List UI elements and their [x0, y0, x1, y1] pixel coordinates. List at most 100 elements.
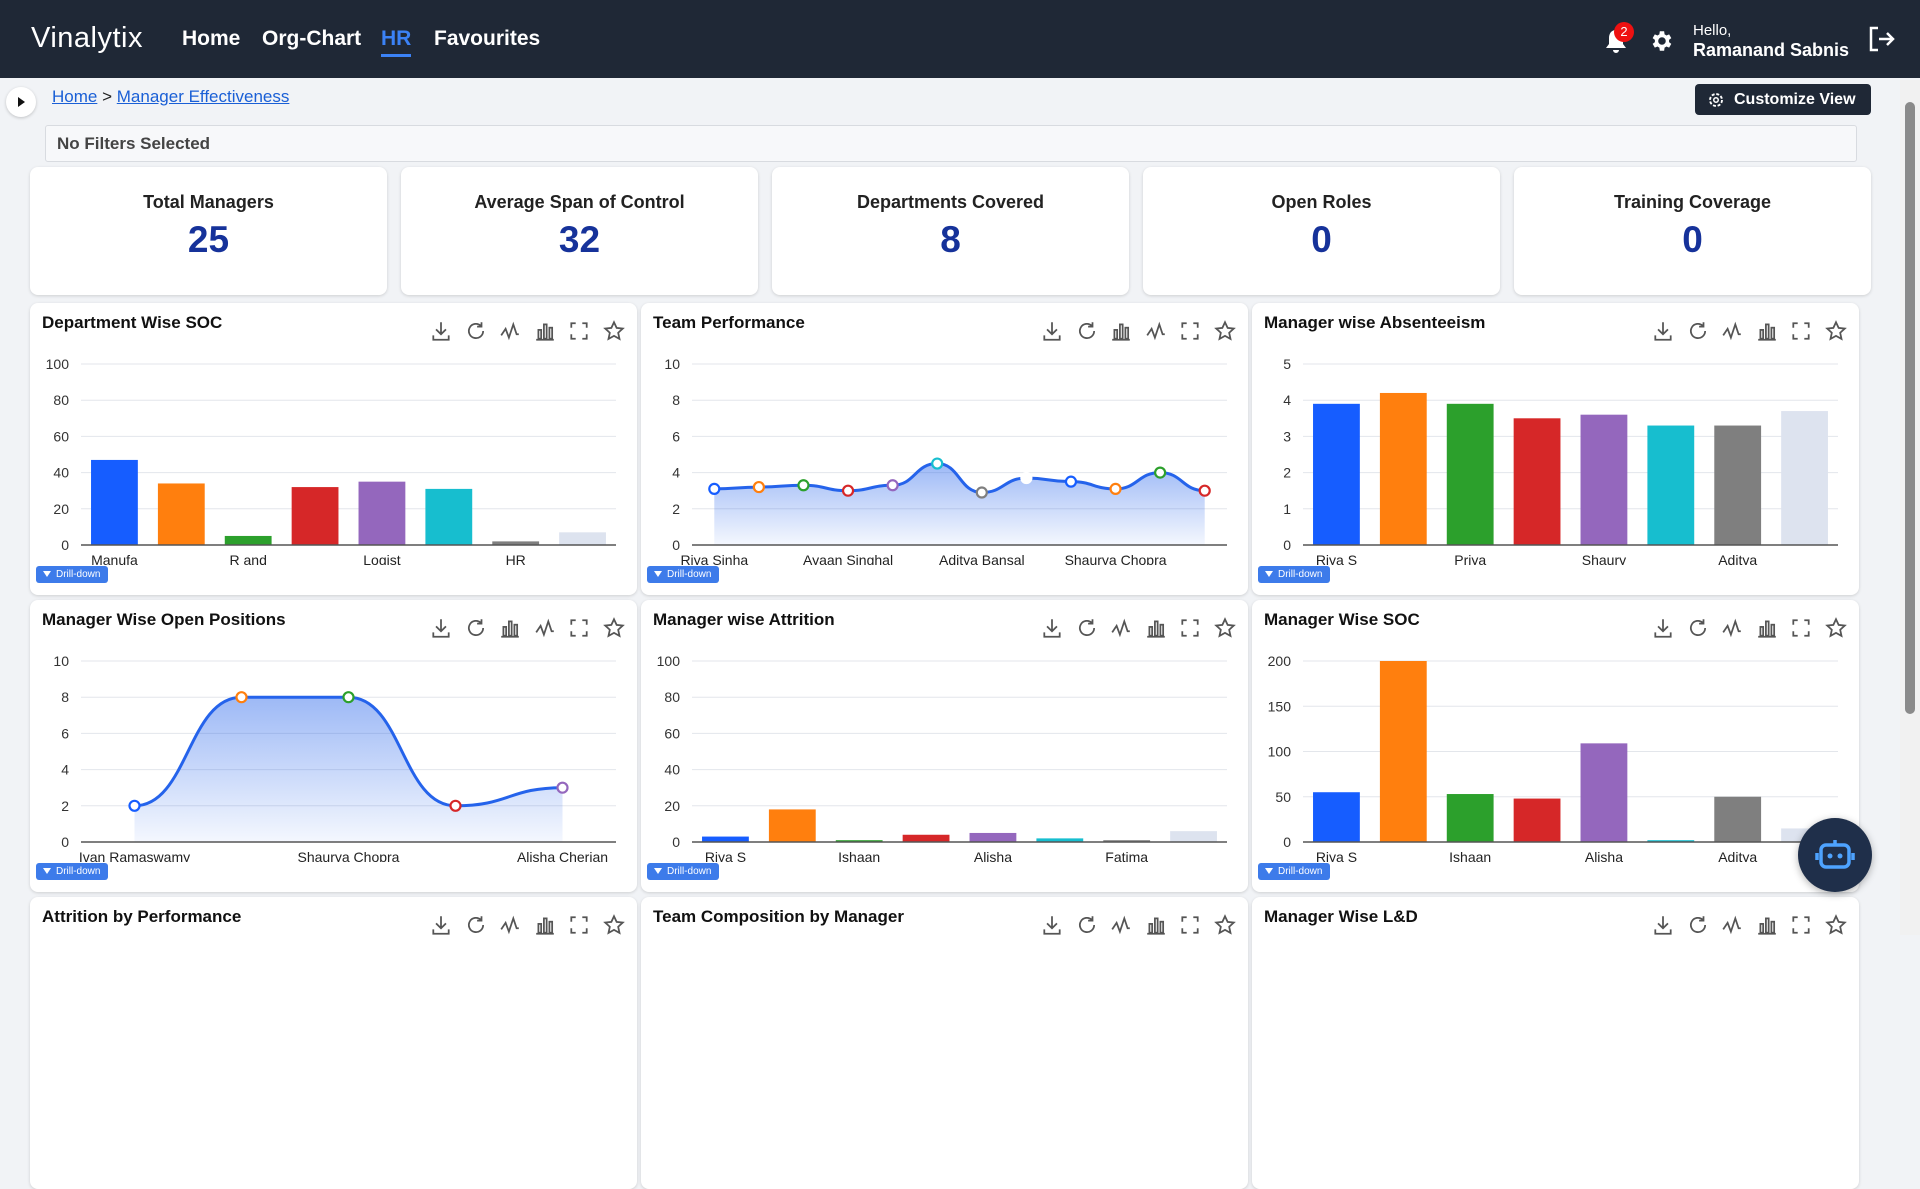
toolbar-icon-full[interactable] — [1790, 914, 1812, 936]
chart: 0 20 40 60 80 100 Manufa R and Logist HR — [46, 356, 616, 565]
toolbar-icon-refresh[interactable] — [465, 914, 487, 936]
toolbar-icon-full[interactable] — [568, 617, 590, 639]
toolbar-icon-line[interactable] — [499, 914, 521, 936]
icon-shape — [570, 619, 588, 637]
x-tick-label: Manufa — [91, 552, 138, 565]
chart: 0 20 40 60 80 100 Riya S Ishaan Alisha Fatima — [657, 653, 1227, 862]
toolbar-icon-download[interactable] — [430, 914, 452, 936]
icon-shape — [1770, 326, 1775, 340]
logout-icon[interactable] — [1866, 24, 1896, 54]
logo[interactable]: Vinalytix — [31, 22, 143, 54]
toolbar-icon-bar[interactable] — [1756, 320, 1778, 342]
drill-down-button[interactable]: Drill-down — [36, 566, 109, 583]
bar — [157, 483, 205, 545]
x-tick-label: Riya S — [1316, 552, 1357, 565]
bar — [1513, 418, 1561, 545]
toolbar-icon-line[interactable] — [499, 320, 521, 342]
x-tick-label: Aditya — [1718, 849, 1757, 862]
settings-icon[interactable] — [1648, 28, 1674, 54]
toolbar-icon-full[interactable] — [1179, 914, 1201, 936]
drill-down-button[interactable]: Drill-down — [1258, 863, 1331, 880]
breadcrumb-link[interactable]: Manager Effectiveness — [116, 87, 290, 106]
toolbar-icon-refresh[interactable] — [1687, 617, 1709, 639]
toolbar-icon-bar[interactable] — [534, 914, 556, 936]
nav-link[interactable]: HR — [381, 27, 412, 57]
toolbar-icon-refresh[interactable] — [465, 617, 487, 639]
toolbar-icon-star[interactable] — [1824, 320, 1847, 342]
scrollbar-thumb[interactable] — [1905, 102, 1915, 714]
toolbar-icon-bar[interactable] — [534, 320, 556, 342]
toolbar-icon-star[interactable] — [1824, 914, 1847, 936]
toolbar-icon-refresh[interactable] — [1076, 914, 1098, 936]
toolbar-icon-full[interactable] — [568, 914, 590, 936]
breadcrumb: Home > Manager Effectiveness — [52, 87, 289, 107]
toolbar-icon-line[interactable] — [1721, 914, 1743, 936]
toolbar-icon-full[interactable] — [1179, 617, 1201, 639]
toolbar-icon-line[interactable] — [1110, 617, 1132, 639]
kpi-value: 8 — [940, 219, 961, 260]
chatbot-button[interactable] — [1798, 818, 1872, 892]
nav-link[interactable]: Org-Chart — [262, 27, 362, 50]
drill-down-button[interactable]: Drill-down — [1258, 566, 1331, 583]
drill-down-button[interactable]: Drill-down — [36, 863, 109, 880]
toolbar-icon-star[interactable] — [602, 914, 625, 936]
breadcrumb-link[interactable]: Home — [52, 87, 98, 106]
icon-shape — [432, 322, 450, 341]
toolbar-icon-bar[interactable] — [1110, 320, 1132, 342]
toolbar-icon-star[interactable] — [1213, 617, 1236, 639]
toolbar-icon-download[interactable] — [430, 320, 452, 342]
toolbar-icon-star[interactable] — [602, 320, 625, 342]
toolbar-icon-line[interactable] — [1110, 914, 1132, 936]
x-tick-label: Alisha — [974, 849, 1012, 862]
toolbar-icon-refresh[interactable] — [1076, 617, 1098, 639]
chart: 0 2 4 6 8 10 Riya Sinha Ayaan Singhal Aditya Ban… — [664, 356, 1227, 565]
toolbar-icon-full[interactable] — [1790, 320, 1812, 342]
toolbar-icon-download[interactable] — [1041, 617, 1063, 639]
drill-down-button[interactable]: Drill-down — [647, 566, 720, 583]
toolbar-icon-download[interactable] — [1652, 914, 1674, 936]
toolbar-icon-line[interactable] — [1145, 320, 1167, 342]
toolbar-icon-download[interactable] — [1041, 320, 1063, 342]
y-tick-label: 60 — [664, 725, 680, 741]
toolbar-icon-refresh[interactable] — [1687, 914, 1709, 936]
toolbar-icon-download[interactable] — [1652, 320, 1674, 342]
toolbar-icon-full[interactable] — [1790, 617, 1812, 639]
toolbar-icon-bar[interactable] — [499, 617, 521, 639]
toolbar-icon-star[interactable] — [1213, 914, 1236, 936]
toolbar-icon-refresh[interactable] — [1687, 320, 1709, 342]
toolbar-icon-line[interactable] — [1721, 617, 1743, 639]
line-point — [975, 486, 988, 499]
top-bar: Vinalytix Home Org-Chart HR Favourites 2… — [0, 0, 1920, 78]
nav-link[interactable]: Home — [182, 27, 241, 50]
icon-shape — [432, 916, 450, 935]
toolbar-icon-download[interactable] — [430, 617, 452, 639]
toolbar-icon-line[interactable] — [1721, 320, 1743, 342]
toolbar-icon-refresh[interactable] — [465, 320, 487, 342]
x-tick-label: Alisha — [1585, 849, 1623, 862]
customize-button[interactable]: Customize View — [1695, 84, 1871, 115]
nav-link[interactable]: Favourites — [434, 27, 541, 50]
toolbar-icon-full[interactable] — [1179, 320, 1201, 342]
toolbar-icon-bar[interactable] — [1145, 914, 1167, 936]
icon-shape — [1111, 618, 1130, 638]
chart-title: Team Performance — [653, 313, 805, 332]
drill-down-button[interactable]: Drill-down — [647, 863, 720, 880]
gear-icon — [1709, 93, 1723, 107]
toolbar-icon-download[interactable] — [1652, 617, 1674, 639]
toolbar-icon-star[interactable] — [602, 617, 625, 639]
toolbar-icon-star[interactable] — [1824, 617, 1847, 639]
chart-title: Department Wise SOC — [42, 313, 223, 332]
y-tick-label: 4 — [1283, 392, 1291, 408]
toolbar-icon-star[interactable] — [1213, 320, 1236, 342]
toolbar-icon-refresh[interactable] — [1076, 320, 1098, 342]
x-tick-label: Riya Sinha — [680, 552, 748, 565]
toolbar-icon-bar[interactable] — [1145, 617, 1167, 639]
icon-shape — [1043, 322, 1061, 341]
toolbar-icon-full[interactable] — [568, 320, 590, 342]
sidebar-toggle[interactable] — [6, 87, 36, 117]
chart-title: Manager wise Absenteeism — [1264, 313, 1486, 332]
toolbar-icon-line[interactable] — [534, 617, 556, 639]
toolbar-icon-download[interactable] — [1041, 914, 1063, 936]
toolbar-icon-bar[interactable] — [1756, 617, 1778, 639]
toolbar-icon-bar[interactable] — [1756, 914, 1778, 936]
